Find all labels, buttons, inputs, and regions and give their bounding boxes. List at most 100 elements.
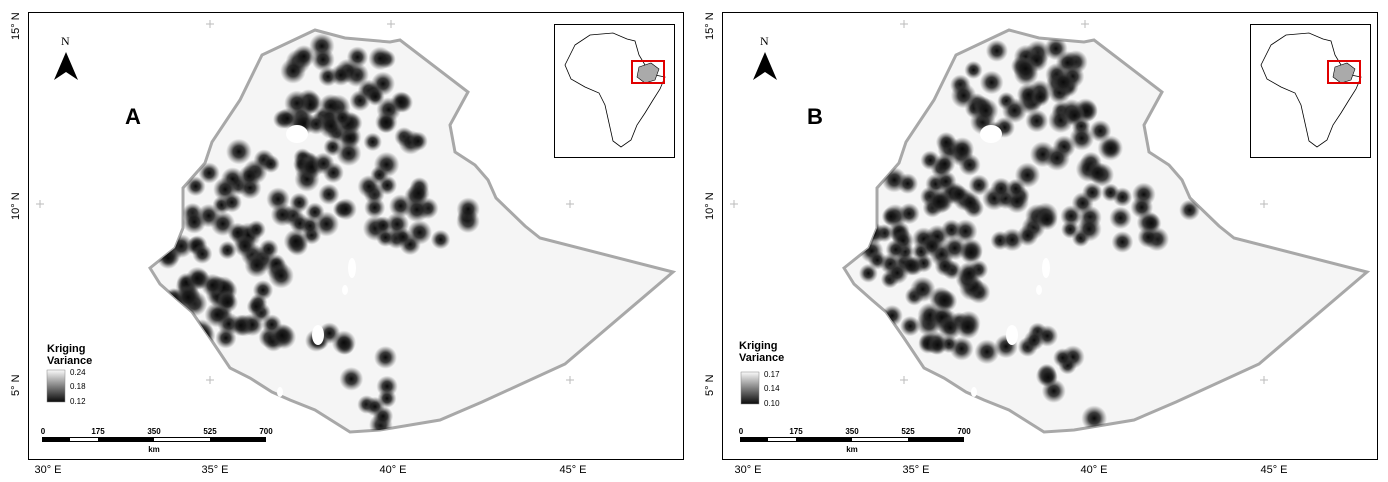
sample-point: [1044, 145, 1070, 171]
sample-point: [1038, 367, 1058, 388]
scale-tick-350: 350: [147, 427, 161, 436]
legend-max: 0.17: [764, 370, 780, 379]
sample-point: [366, 87, 385, 106]
lon-label-45: 45° E: [1260, 464, 1288, 476]
sample-point: [335, 140, 362, 167]
panel-label: A: [125, 104, 141, 129]
sample-point: [210, 211, 236, 237]
scale-tick-700: 700: [957, 427, 971, 436]
sample-point: [950, 82, 977, 109]
sample-point: [221, 192, 242, 213]
sample-point: [233, 235, 257, 258]
sample-point: [934, 255, 956, 277]
sample-point: [185, 266, 209, 290]
legend-max: 0.24: [70, 368, 86, 377]
sample-point: [1109, 206, 1132, 230]
sample-point: [979, 70, 1004, 95]
graticule-ticks: [36, 20, 574, 384]
sample-point: [185, 176, 206, 197]
sample-point: [909, 276, 936, 303]
sample-point: [935, 131, 957, 153]
sample-point: [261, 314, 282, 335]
sample-point: [1025, 109, 1049, 133]
sample-point: [284, 90, 310, 116]
sample-point: [990, 177, 1012, 200]
sample-point: [430, 229, 451, 250]
sample-point: [921, 235, 943, 258]
lakes: [971, 125, 1050, 397]
sample-point: [217, 291, 239, 313]
scale-tick-175: 175: [91, 427, 105, 436]
sample-point: [933, 290, 955, 311]
map-panel-b: 15° N 10° N 5° N 30° E 35° E 40° E 45° E…: [694, 0, 1388, 482]
lon-label-40: 40° E: [379, 464, 407, 476]
sample-point: [270, 203, 295, 227]
sample-point: [867, 250, 887, 270]
sample-point: [898, 202, 920, 225]
sample-point: [1014, 162, 1041, 188]
sample-point: [985, 39, 1008, 62]
sample-point: [244, 252, 270, 278]
sample-point: [374, 216, 393, 235]
sample-point: [182, 210, 207, 234]
sample-point: [372, 406, 394, 427]
lon-label-35: 35° E: [902, 464, 930, 476]
lon-label-40: 40° E: [1080, 464, 1108, 476]
sample-point: [1179, 199, 1201, 221]
map-frame: [722, 12, 1378, 460]
sample-point: [1036, 208, 1058, 231]
legend-mid: 0.18: [70, 382, 86, 391]
sample-point: [1053, 348, 1073, 368]
sample-point: [964, 60, 983, 80]
sample-point: [283, 229, 309, 254]
sample-point: [247, 220, 266, 239]
sample-point: [261, 154, 280, 173]
africa-inset-map: [1250, 24, 1371, 158]
sample-point: [368, 46, 392, 71]
lat-label-15: 15° N: [10, 12, 22, 40]
sample-point: [312, 152, 335, 175]
sample-point: [1051, 70, 1075, 94]
sample-point: [238, 165, 261, 188]
north-label: N: [61, 34, 70, 48]
sample-point: [1100, 138, 1121, 159]
scale-tick-700: 700: [259, 427, 273, 436]
sample-point: [1061, 220, 1080, 239]
lon-label-35: 35° E: [201, 464, 229, 476]
sample-point: [927, 334, 948, 356]
sample-point: [407, 182, 430, 205]
lat-label-15: 15° N: [704, 12, 716, 40]
sample-point: [456, 197, 480, 221]
scale-tick-0: 0: [738, 427, 744, 436]
sample-point: [374, 345, 397, 369]
sample-point: [938, 315, 963, 340]
sample-point: [1030, 87, 1050, 107]
scale-unit: km: [148, 445, 160, 454]
legend-title: Kriging Variance: [739, 340, 785, 364]
sample-point: [215, 327, 237, 349]
panel-label: B: [807, 104, 823, 129]
lon-label-30: 30° E: [34, 464, 62, 476]
sample-point: [942, 236, 967, 261]
legend-ramp: [740, 371, 760, 405]
scale-tick-175: 175: [789, 427, 803, 436]
sample-point: [881, 207, 901, 226]
sample-point: [934, 153, 956, 175]
sample-point: [950, 185, 969, 204]
north-arrow-icon: [54, 52, 78, 80]
sample-point: [229, 314, 252, 337]
lat-label-10: 10° N: [10, 192, 22, 220]
scale-bar: [42, 437, 266, 442]
map-frame: [28, 12, 684, 460]
lon-label-45: 45° E: [559, 464, 587, 476]
sample-point: [292, 45, 316, 68]
lon-label-30: 30° E: [734, 464, 762, 476]
sample-point: [885, 239, 906, 260]
sample-point: [246, 297, 266, 316]
sample-point: [974, 339, 1000, 365]
lat-label-5: 5° N: [704, 374, 716, 396]
sample-point: [339, 367, 364, 391]
sample-point: [1141, 213, 1162, 234]
sample-point: [1069, 125, 1095, 151]
sample-point: [375, 110, 398, 134]
